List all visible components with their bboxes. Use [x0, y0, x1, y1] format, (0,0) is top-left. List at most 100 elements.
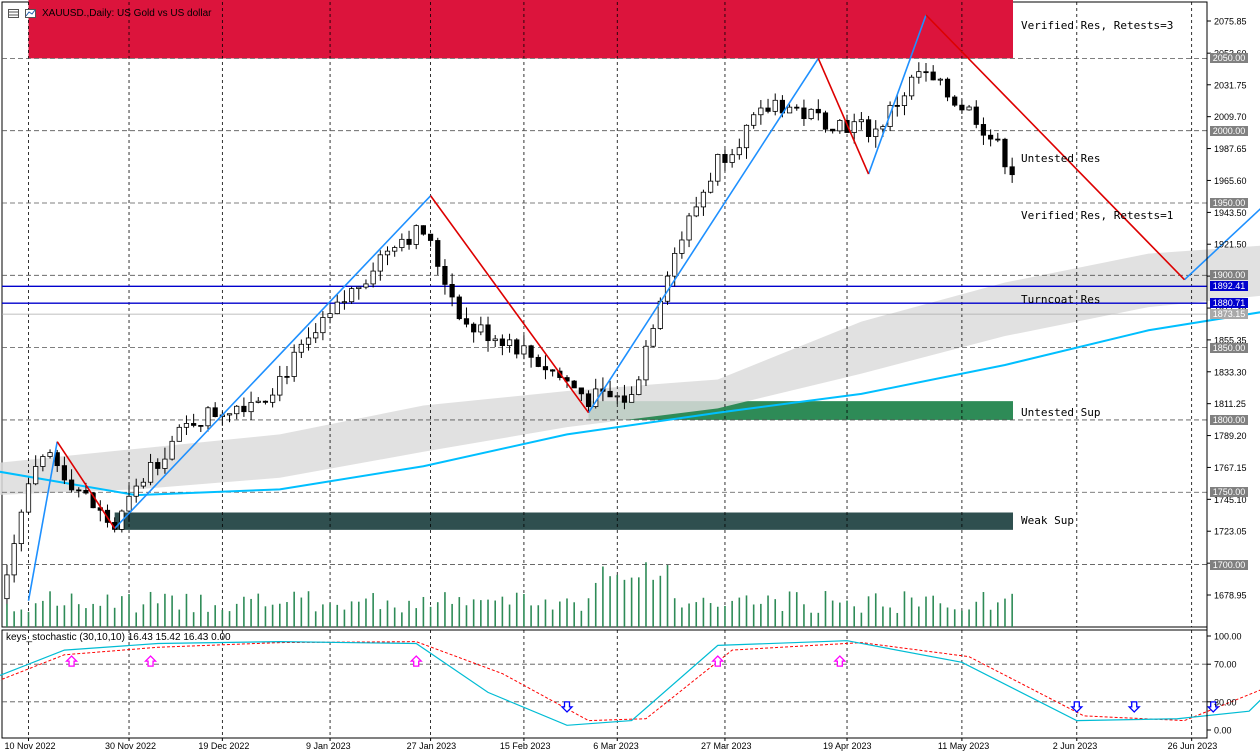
price-tick-label: 1987.65	[1214, 144, 1247, 154]
zone-label: Untested Sup	[1021, 405, 1101, 419]
candle-body	[643, 345, 649, 381]
candle-body	[463, 318, 470, 325]
zigzag-down-leg	[56, 441, 116, 529]
candle-body	[980, 124, 987, 136]
candle-body	[399, 238, 405, 248]
candle-body	[693, 206, 699, 217]
candle-body	[54, 452, 60, 467]
candle-body	[514, 339, 520, 355]
candle-body	[291, 351, 297, 377]
zone-label: Weak Sup	[1021, 514, 1074, 528]
candle-body	[923, 71, 929, 74]
stoch-sell-arrow-icon-shape	[833, 655, 847, 667]
candle-body	[248, 401, 254, 413]
candle-body	[406, 238, 412, 245]
price-tick-label: 1943.50	[1214, 208, 1247, 218]
candle-body	[837, 120, 843, 132]
candle-body	[126, 495, 132, 512]
candle-body	[506, 339, 513, 347]
zone-label: Turncoat Res	[1021, 293, 1101, 307]
candle-body	[262, 400, 269, 403]
candle-body	[255, 400, 261, 403]
chart-type-icon[interactable]	[25, 8, 36, 18]
candle-body	[751, 114, 757, 126]
candle-body	[736, 147, 742, 156]
candle-body	[851, 121, 857, 133]
candle-body	[162, 458, 168, 469]
price-tick-label: 1767.15	[1214, 463, 1247, 473]
zone-label: Untested Res	[1021, 151, 1101, 165]
candle-body	[392, 247, 398, 252]
time-tick-label: 30 Nov 2022	[105, 741, 156, 751]
candle-body	[808, 108, 814, 120]
candle-body	[449, 283, 455, 298]
stoch-sell-arrow-icon-shape	[711, 655, 725, 667]
stoch-sell-arrow-icon	[833, 655, 847, 667]
candle-body	[722, 154, 728, 163]
candle-body	[4, 574, 10, 600]
candle-body	[930, 71, 936, 81]
candle-body	[966, 106, 972, 111]
candle-body	[176, 426, 182, 442]
zigzag-up-leg	[587, 57, 819, 414]
candle-body	[205, 407, 211, 427]
candles	[4, 62, 1015, 606]
candle-body	[621, 395, 628, 403]
zigzag-up-leg	[867, 14, 927, 175]
candle-body	[83, 490, 89, 494]
stoch-buy-arrow-icon	[1206, 701, 1220, 713]
candle-body	[363, 283, 369, 288]
candle-body	[478, 324, 484, 333]
candle-body	[234, 405, 240, 415]
candle-body	[11, 543, 17, 576]
time-tick-label: 6 Mar 2023	[593, 741, 639, 751]
time-tick-label: 27 Mar 2023	[701, 741, 752, 751]
candle-body	[629, 394, 635, 403]
candle-body	[650, 328, 656, 347]
candle-body	[76, 489, 82, 492]
zigzag-down-leg	[429, 195, 590, 414]
candle-body	[672, 252, 678, 277]
candle-body	[743, 124, 750, 149]
time-tick-label: 19 Dec 2022	[198, 741, 249, 751]
chart-menu-icon[interactable]	[8, 8, 19, 18]
time-tick-label: 9 Jan 2023	[306, 741, 351, 751]
candle-body	[169, 440, 175, 460]
candle-body	[786, 106, 793, 114]
candle-body	[356, 286, 362, 290]
chart-header: XAUUSD.,Daily: US Gold vs US dollar	[8, 6, 212, 20]
candle-body	[873, 128, 879, 137]
candle-body	[772, 99, 778, 112]
candle-body	[384, 250, 391, 256]
stochastic-label: keys_stochastic (30,10,10) 16.43 15.42 1…	[6, 632, 231, 643]
stoch-sell-arrow-icon-shape	[65, 655, 79, 667]
candle-body	[815, 108, 821, 114]
candle-body	[334, 301, 340, 315]
time-tick-label: 10 Nov 2022	[5, 741, 56, 751]
candle-body	[894, 104, 900, 107]
stoch-sell-arrow-icon-shape	[143, 655, 158, 667]
candle-body	[944, 78, 951, 98]
candle-body	[521, 345, 527, 355]
candle-body	[535, 356, 541, 367]
zigzag-up-leg	[114, 195, 432, 529]
candle-body	[18, 511, 24, 545]
candle-body	[298, 343, 304, 353]
stoch-buy-arrow-icon-shape	[1070, 701, 1084, 713]
candle-body	[830, 128, 836, 132]
candle-body	[33, 466, 39, 485]
candle-body	[370, 270, 376, 285]
candle-body	[155, 462, 161, 469]
candle-body	[471, 323, 477, 333]
candle-body	[341, 301, 348, 304]
candle-body	[988, 134, 994, 140]
candle-body	[1009, 166, 1015, 176]
price-tick-label: 1723.05	[1214, 527, 1247, 537]
candle-body	[937, 78, 943, 81]
price-tag: 1750.00	[1210, 487, 1248, 498]
candle-body	[858, 119, 864, 123]
price-tick-label: 1745.10	[1214, 495, 1247, 505]
price-tag: 1700.00	[1210, 559, 1248, 570]
